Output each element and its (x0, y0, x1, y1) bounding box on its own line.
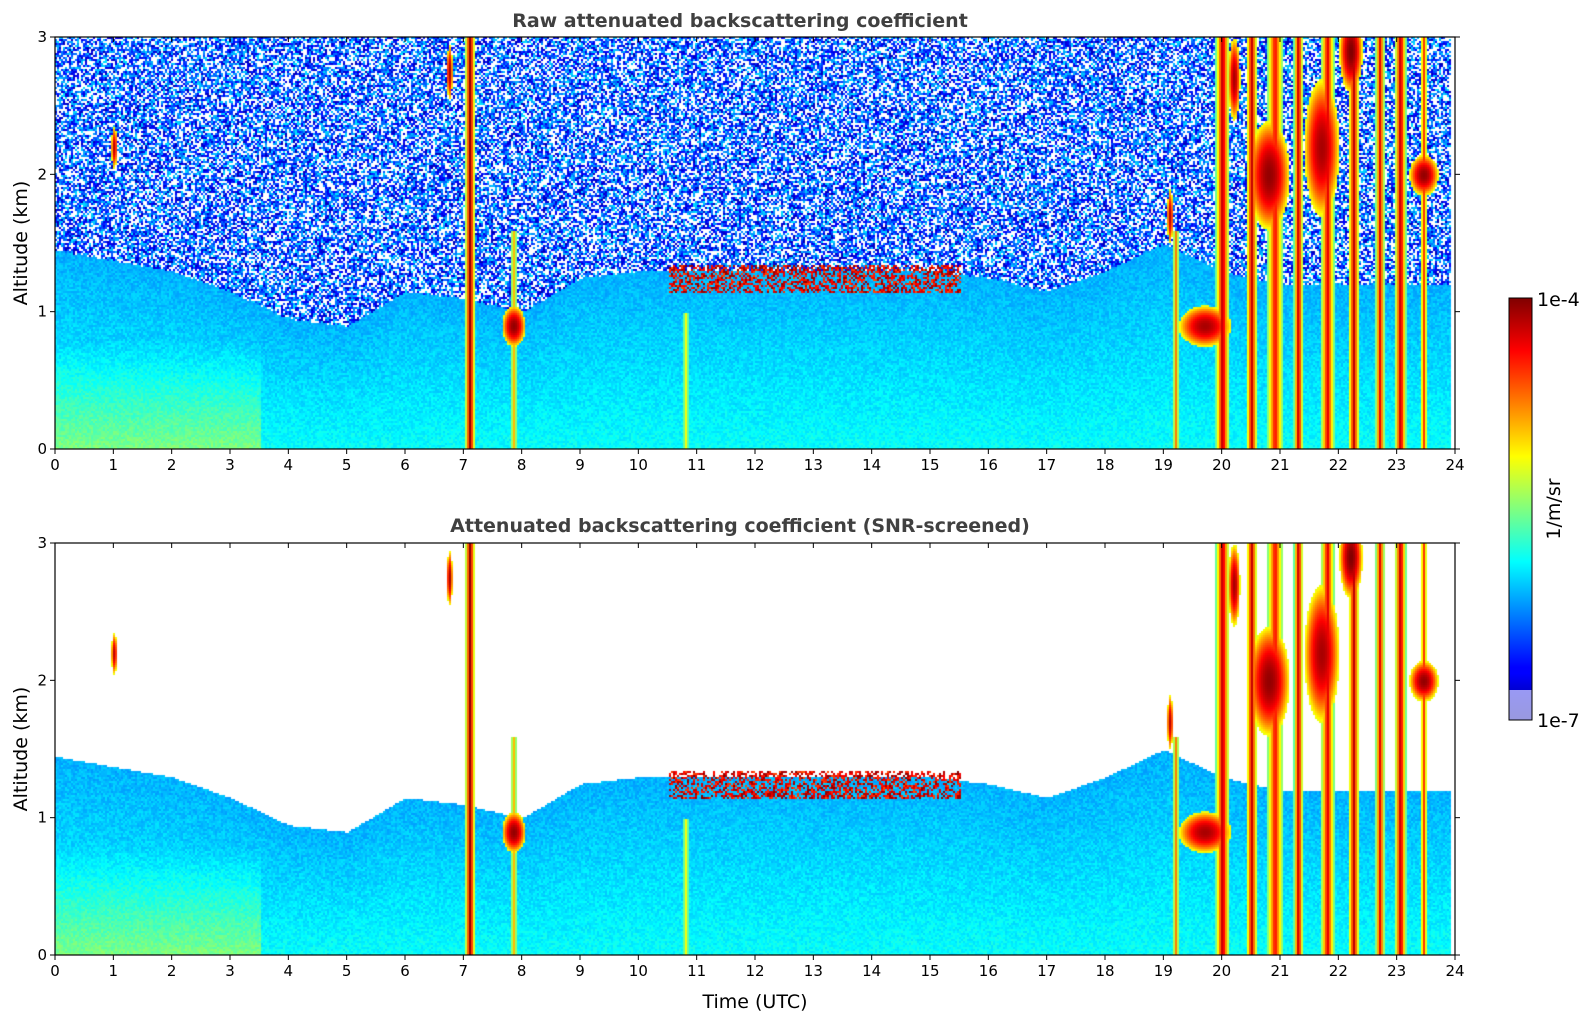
x-tick-label: 6 (400, 456, 410, 474)
y-tick-label: 3 (37, 28, 47, 46)
panel-raw: Raw attenuated backscattering coefficien… (10, 10, 1465, 474)
x-tick-label: 10 (629, 962, 648, 980)
colorbar-max-label: 1e-4 (1537, 289, 1580, 311)
x-tick-label: 12 (745, 962, 764, 980)
panel-screened: Attenuated backscattering coefficient (S… (10, 515, 1465, 1013)
x-tick-label: 24 (1445, 456, 1464, 474)
x-tick-label: 8 (517, 456, 527, 474)
x-tick-label: 1 (109, 456, 119, 474)
x-tick-label: 15 (920, 456, 939, 474)
y-tick-label: 2 (37, 165, 47, 183)
colorbar-min-label: 1e-7 (1537, 710, 1580, 732)
x-tick-label: 13 (804, 962, 823, 980)
colorbar-low-bins (1509, 690, 1532, 720)
colorbar-gradient (1509, 298, 1532, 720)
x-tick-label: 20 (1212, 456, 1231, 474)
x-tick-label: 5 (342, 962, 352, 980)
x-tick-label: 19 (1154, 962, 1173, 980)
x-tick-label: 2 (167, 456, 177, 474)
y-tick-label: 0 (37, 440, 47, 458)
x-tick-label: 14 (862, 456, 881, 474)
y-tick-label: 2 (37, 671, 47, 689)
panel-screened-ylabel: Altitude (km) (10, 687, 32, 812)
x-tick-label: 21 (1270, 962, 1289, 980)
x-tick-label: 0 (50, 962, 60, 980)
y-tick-label: 0 (37, 946, 47, 964)
panel-screened-axes: 0 1 2 3 4 5 6 7 8 9 10 11 12 13 14 15 16 17 18 19 20 21 22 23 24… (37, 534, 1464, 980)
x-tick-label: 4 (284, 456, 294, 474)
y-tick-label: 3 (37, 534, 47, 552)
panel-raw-title: Raw attenuated backscattering coefficien… (512, 10, 968, 32)
panel-raw-heatmap (55, 37, 1455, 449)
x-axis-label: Time (UTC) (701, 991, 807, 1013)
x-tick-label: 6 (400, 962, 410, 980)
x-tick-label: 11 (687, 456, 706, 474)
x-tick-label: 17 (1037, 962, 1056, 980)
x-tick-label: 11 (687, 962, 706, 980)
x-tick-label: 2 (167, 962, 177, 980)
x-tick-label: 5 (342, 456, 352, 474)
panel-screened-heatmap (55, 543, 1455, 955)
panel-screened-title: Attenuated backscattering coefficient (S… (450, 515, 1030, 537)
x-tick-label: 10 (629, 456, 648, 474)
x-tick-label: 1 (109, 962, 119, 980)
x-tick-label: 24 (1445, 962, 1464, 980)
x-tick-label: 8 (517, 962, 527, 980)
x-tick-label: 13 (804, 456, 823, 474)
x-tick-label: 23 (1387, 456, 1406, 474)
x-tick-label: 12 (745, 456, 764, 474)
x-tick-label: 18 (1095, 456, 1114, 474)
x-tick-label: 18 (1095, 962, 1114, 980)
x-tick-label: 14 (862, 962, 881, 980)
x-tick-label: 19 (1154, 456, 1173, 474)
x-tick-label: 21 (1270, 456, 1289, 474)
x-tick-label: 22 (1329, 962, 1348, 980)
x-tick-label: 16 (979, 962, 998, 980)
x-tick-label: 9 (575, 456, 585, 474)
y-tick-label: 1 (37, 809, 47, 827)
x-tick-label: 3 (225, 962, 235, 980)
x-tick-label: 0 (50, 456, 60, 474)
x-tick-label: 20 (1212, 962, 1231, 980)
colorbar-frame (1508, 297, 1533, 721)
y-tick-label: 1 (37, 303, 47, 321)
x-tick-label: 7 (459, 962, 469, 980)
x-tick-label: 4 (284, 962, 294, 980)
x-tick-label: 22 (1329, 456, 1348, 474)
x-tick-label: 23 (1387, 962, 1406, 980)
x-tick-label: 16 (979, 456, 998, 474)
x-tick-label: 7 (459, 456, 469, 474)
panel-raw-axes: 0 1 2 3 4 5 6 7 8 9 10 11 12 13 14 15 16 17 18 19 20 21 22 23 24… (37, 28, 1464, 474)
panel-raw-ylabel: Altitude (km) (10, 181, 32, 306)
colorbar-unit-label: 1/m/sr (1543, 478, 1565, 539)
x-tick-label: 17 (1037, 456, 1056, 474)
colorbar: 1e-4 1e-7 1/m/sr (1508, 289, 1580, 732)
x-tick-label: 15 (920, 962, 939, 980)
x-tick-label: 9 (575, 962, 585, 980)
x-tick-label: 3 (225, 456, 235, 474)
